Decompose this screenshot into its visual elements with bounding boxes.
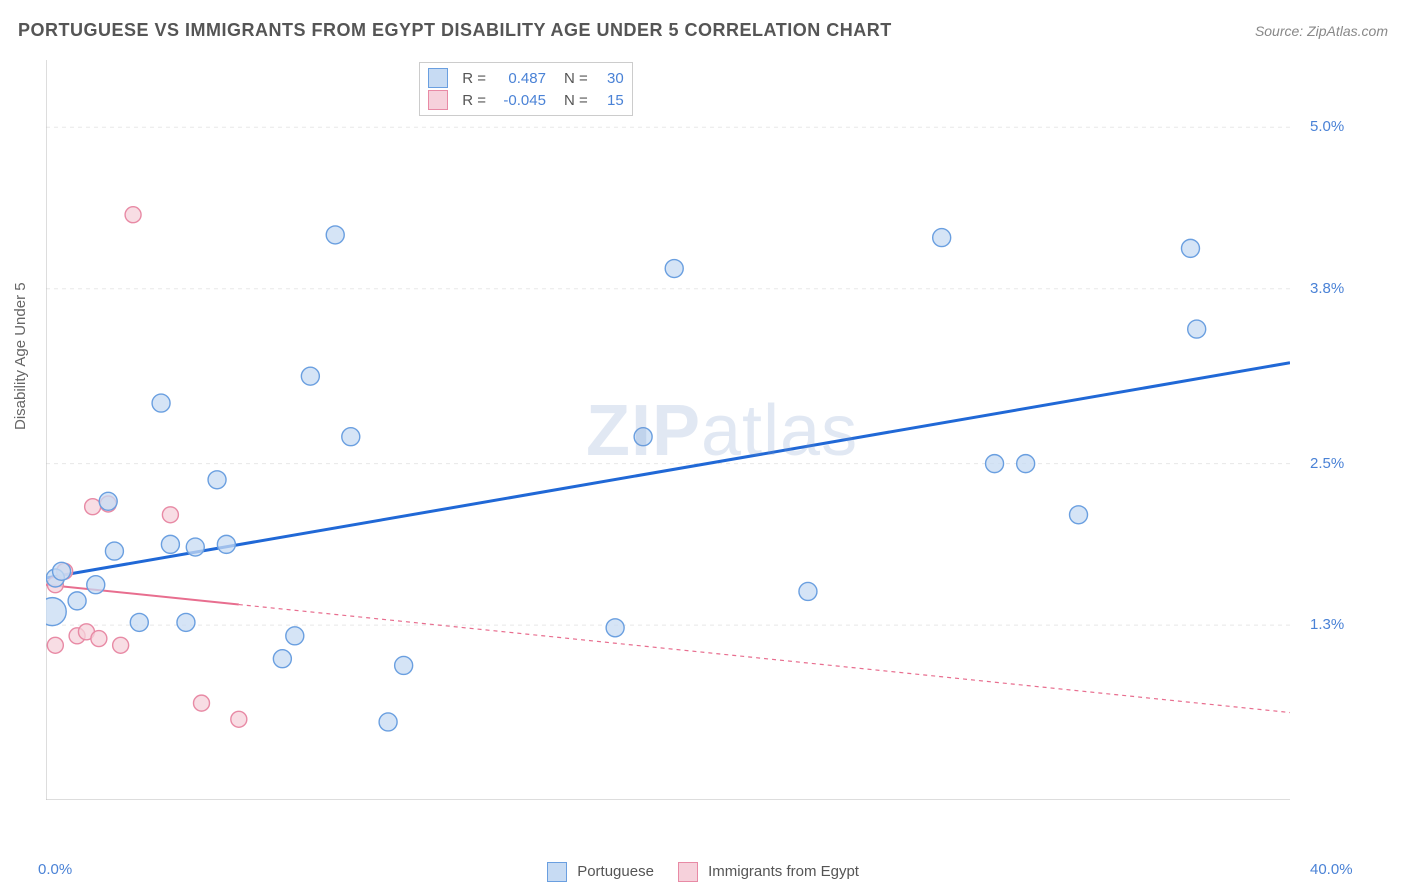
r-label: R =: [462, 92, 486, 109]
r-label: R =: [462, 70, 486, 87]
n-value: 30: [596, 70, 624, 87]
legend-label-egypt: Immigrants from Egypt: [708, 863, 859, 880]
r-value: -0.045: [494, 92, 546, 109]
legend-label-portuguese: Portuguese: [577, 863, 654, 880]
r-value: 0.487: [494, 70, 546, 87]
legend-swatch-egypt: [678, 862, 698, 882]
stats-swatch: [428, 68, 448, 88]
y-axis-label: Disability Age Under 5: [12, 282, 29, 430]
stats-legend: R = 0.487 N = 30 R = -0.045 N = 15: [419, 62, 633, 116]
y-tick-label: 1.3%: [1310, 616, 1344, 633]
series-legend: Portuguese Immigrants from Egypt: [0, 862, 1406, 882]
scatter-svg: [46, 60, 1290, 800]
n-value: 15: [596, 92, 624, 109]
stats-swatch: [428, 90, 448, 110]
n-label: N =: [564, 70, 588, 87]
n-label: N =: [564, 92, 588, 109]
legend-item-egypt: Immigrants from Egypt: [678, 862, 859, 882]
legend-swatch-portuguese: [547, 862, 567, 882]
stats-legend-row: R = -0.045 N = 15: [428, 89, 624, 111]
source-label: Source: ZipAtlas.com: [1255, 23, 1388, 39]
plot-area: ZIPatlas R =0.487N =30R =-0.045N =15: [46, 60, 1290, 800]
chart-title: PORTUGUESE VS IMMIGRANTS FROM EGYPT DISA…: [18, 20, 892, 41]
stats-legend-row: R = 0.487 N = 30: [428, 67, 624, 89]
y-tick-label: 2.5%: [1310, 455, 1344, 472]
legend-item-portuguese: Portuguese: [547, 862, 654, 882]
y-tick-label: 5.0%: [1310, 118, 1344, 135]
y-tick-label: 3.8%: [1310, 280, 1344, 297]
